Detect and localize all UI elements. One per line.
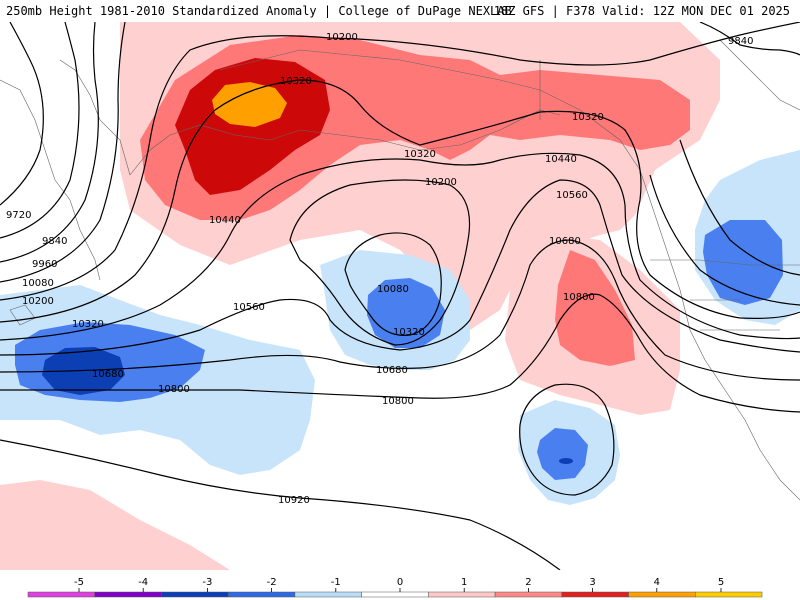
- contour-east-trough-1: [649, 174, 800, 306]
- colorbar-tick-label: -3: [202, 577, 212, 588]
- label-c10200-n: 10200: [326, 32, 358, 43]
- contour-10080-west: [0, 22, 126, 283]
- colorbar-segments: [27, 591, 763, 598]
- label-c10800-w: 10800: [158, 384, 190, 395]
- colorbar-segment: [628, 591, 696, 598]
- negative-anomaly-fills: [0, 150, 800, 505]
- label-c10800-e: 10800: [563, 292, 595, 303]
- positive-anomaly-fills: [0, 22, 720, 570]
- colorbar-segment: [695, 591, 763, 598]
- anomaly-pos4-core: [212, 82, 287, 127]
- map-title: 250mb Height 1981-2010 Standardized Anom…: [6, 4, 512, 18]
- colorbar-segment: [294, 591, 362, 598]
- colorbar-tick-label: 0: [397, 577, 403, 588]
- contour-10800: [0, 293, 800, 413]
- contour-10440: [0, 152, 800, 341]
- label-c10320-mid: 10320: [404, 149, 436, 160]
- colorbar-tick-label: 3: [589, 577, 595, 588]
- height-contours: [0, 22, 800, 570]
- contour-10200-low: [289, 179, 471, 346]
- label-c10560-c: 10560: [233, 302, 265, 313]
- label-c10440-bc: 10440: [545, 154, 577, 165]
- anomaly-neg3-south-core: [559, 458, 573, 464]
- label-c10800-c: 10800: [382, 396, 414, 407]
- label-c10320-alaska: 10320: [280, 76, 312, 87]
- contour-10680: [0, 239, 800, 381]
- colorbar-segment: [94, 591, 162, 598]
- label-c10320-w: 10320: [72, 319, 104, 330]
- colorbar-segment: [494, 591, 563, 598]
- colorbar-tick-label: 2: [525, 577, 531, 588]
- contour-9840-west: [0, 22, 80, 239]
- label-c10200-mid: 10200: [425, 177, 457, 188]
- label-c10680-w: 10680: [92, 369, 124, 380]
- label-c10320-gulf: 10320: [572, 112, 604, 123]
- label-c10080-w: 10080: [22, 278, 54, 289]
- colorbar-segment: [428, 591, 496, 598]
- contour-10920: [0, 439, 561, 570]
- label-c9840-w: 9840: [42, 236, 67, 247]
- contour-10560: [0, 179, 800, 356]
- contour-10320-north: [0, 79, 800, 323]
- contour-east-trough-2: [679, 139, 800, 276]
- contour-9840-ne: [699, 22, 800, 56]
- anomaly-colorbar: -5 -4 -3 -2 -1 0 1 2 3 4 5: [0, 570, 800, 600]
- contour-9720: [0, 22, 44, 206]
- colorbar-ticks: -5 -4 -3 -2 -1 0 1 2 3 4 5: [74, 577, 724, 592]
- colorbar-tick-label: -4: [138, 577, 148, 588]
- contour-10320-low: [344, 232, 442, 336]
- contour-10560-cutoff: [519, 383, 615, 496]
- anomaly-map: 9840 10200 10320 10320 10320 10200 10440…: [0, 22, 800, 570]
- colorbar-segment: [227, 591, 296, 598]
- label-c10920-s: 10920: [278, 495, 310, 506]
- label-c10080-c: 10080: [377, 284, 409, 295]
- coastlines: [0, 39, 800, 501]
- label-c9960-w: 9960: [32, 259, 57, 270]
- label-c10200-w: 10200: [22, 296, 54, 307]
- label-c10560-bc: 10560: [556, 190, 588, 201]
- label-c10680-e: 10680: [549, 236, 581, 247]
- model-run-info: 18Z GFS | F378 Valid: 12Z MON DEC 01 202…: [493, 4, 790, 18]
- colorbar-tick-label: 4: [654, 577, 660, 588]
- anomaly-pos1-sw: [0, 480, 230, 570]
- anomaly-neg2-south: [537, 428, 588, 480]
- colorbar-tick-label: -2: [267, 577, 277, 588]
- label-c9840-ne: 9840: [728, 36, 753, 47]
- colorbar-segment: [561, 591, 629, 598]
- label-c10440-mid: 10440: [209, 215, 241, 226]
- colorbar-tick-label: 5: [718, 577, 724, 588]
- label-c10680-c: 10680: [376, 365, 408, 376]
- map-header: 250mb Height 1981-2010 Standardized Anom…: [0, 0, 800, 22]
- contour-10200-west: [0, 22, 800, 301]
- colorbar-tick-label: 1: [461, 577, 467, 588]
- colorbar-segment: [361, 591, 429, 598]
- colorbar-tick-label: -1: [331, 577, 341, 588]
- colorbar-tick-label: -5: [74, 577, 84, 588]
- colorbar-segment: [161, 591, 229, 598]
- label-c9720-w: 9720: [6, 210, 31, 221]
- contour-9960: [0, 22, 99, 263]
- anomaly-pos2-east: [555, 250, 635, 366]
- label-c10320-c: 10320: [393, 327, 425, 338]
- colorbar-segment: [27, 591, 95, 598]
- contour-labels: 9840 10200 10320 10320 10320 10200 10440…: [6, 32, 753, 506]
